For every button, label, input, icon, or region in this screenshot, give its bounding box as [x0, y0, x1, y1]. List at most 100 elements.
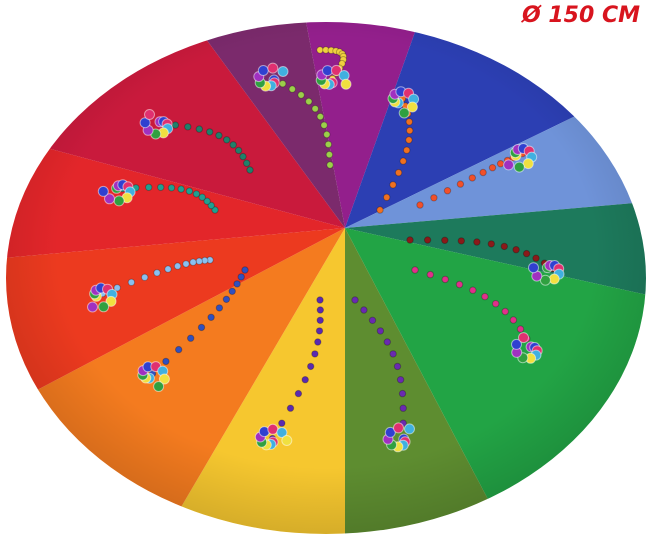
gem	[145, 110, 155, 120]
gem	[312, 351, 318, 357]
gem	[458, 238, 464, 244]
gem	[517, 326, 523, 332]
gem	[482, 293, 488, 299]
gem	[317, 113, 323, 119]
gem	[324, 131, 330, 137]
gem	[235, 147, 241, 153]
gem	[497, 161, 503, 167]
gem	[469, 175, 475, 181]
gem	[128, 279, 134, 285]
size-caption: Ø 150 CM	[520, 3, 640, 28]
gem	[501, 243, 507, 249]
gem	[207, 129, 213, 135]
gem	[186, 188, 192, 194]
gem	[223, 296, 229, 302]
gem	[399, 108, 409, 118]
gem	[176, 346, 182, 352]
gem	[306, 98, 312, 104]
gem	[268, 424, 278, 434]
gem	[404, 147, 410, 153]
gem	[224, 137, 230, 143]
gem	[308, 363, 314, 369]
gem	[172, 122, 178, 128]
gem	[196, 126, 202, 132]
gem	[470, 287, 476, 293]
gem	[193, 191, 199, 197]
gem	[361, 307, 367, 313]
gem	[198, 324, 204, 330]
gem	[514, 162, 524, 172]
gem	[523, 250, 529, 256]
gem	[513, 247, 519, 253]
gem	[400, 158, 406, 164]
gem	[533, 255, 539, 261]
gem	[238, 274, 244, 280]
gem	[407, 237, 413, 243]
gem	[216, 305, 222, 311]
gem	[268, 63, 278, 73]
gem	[480, 169, 486, 175]
gem	[99, 302, 109, 312]
gem	[317, 307, 323, 313]
gem	[427, 271, 433, 277]
gem	[258, 66, 268, 76]
page: Ø 150 CM (() => { const data = JSON.pars…	[0, 0, 648, 536]
gem	[302, 377, 308, 383]
gem	[407, 127, 413, 133]
gem	[312, 106, 318, 112]
gem	[504, 160, 514, 170]
gem	[188, 335, 194, 341]
gem	[114, 196, 124, 206]
gem	[183, 261, 189, 267]
gem	[154, 382, 164, 392]
gem	[278, 67, 288, 77]
gem	[163, 358, 169, 364]
gem	[168, 185, 174, 191]
gem	[519, 333, 529, 343]
gem	[488, 241, 494, 247]
gem	[229, 288, 235, 294]
gem	[502, 308, 508, 314]
gem	[442, 276, 448, 282]
gem	[390, 351, 396, 357]
gem	[510, 317, 516, 323]
gem	[216, 132, 222, 138]
gem	[242, 267, 248, 273]
gem	[298, 92, 304, 98]
gem	[165, 266, 171, 272]
gem	[185, 124, 191, 130]
gem	[280, 81, 286, 87]
gem	[384, 194, 390, 200]
gem	[321, 122, 327, 128]
gem	[315, 339, 321, 345]
gem	[369, 317, 375, 323]
gem	[457, 181, 463, 187]
gem	[282, 436, 292, 446]
gem	[244, 160, 250, 166]
gem	[444, 188, 450, 194]
gem	[295, 390, 301, 396]
gem	[289, 86, 295, 92]
gem	[230, 142, 236, 148]
gem	[400, 405, 406, 411]
gem	[178, 186, 184, 192]
gem	[399, 390, 405, 396]
gem	[325, 141, 331, 147]
gem	[493, 301, 499, 307]
rug-photo: Ø 150 CM	[0, 0, 648, 536]
gem	[174, 263, 180, 269]
gem	[394, 363, 400, 369]
gem	[406, 119, 412, 125]
gem	[327, 162, 333, 168]
gem	[326, 151, 332, 157]
gem	[394, 423, 404, 433]
gem	[154, 270, 160, 276]
gem	[412, 267, 418, 273]
gem	[98, 186, 108, 196]
gem	[341, 79, 351, 89]
gem	[234, 281, 240, 287]
gem	[287, 405, 293, 411]
gem	[190, 259, 196, 265]
gem	[88, 302, 98, 312]
gem	[397, 377, 403, 383]
